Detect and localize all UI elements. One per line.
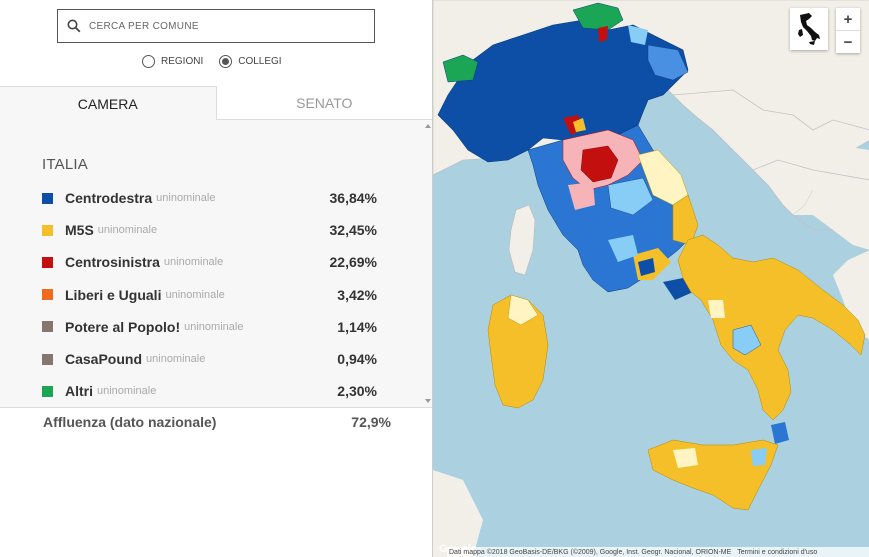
turnout-row: Affluenza (dato nazionale) 72,9% [43, 414, 391, 430]
land-corsica [508, 204, 536, 276]
party-row: Centrosinistra uninominale 22,69% [42, 246, 377, 278]
map-canvas[interactable] [433, 0, 869, 557]
turnout-label: Affluenza (dato nazionale) [43, 414, 217, 430]
area-title: ITALIA [42, 156, 88, 173]
scroll-up-arrow[interactable] [425, 124, 431, 128]
region-bz [598, 26, 608, 42]
party-type: uninominale [163, 256, 224, 269]
region-veneto-lightblue [647, 44, 689, 81]
party-color-swatch [42, 385, 53, 397]
land-africa [433, 470, 483, 557]
region-alps-green [572, 2, 624, 31]
radio-collegi-circle[interactable] [219, 55, 233, 68]
chamber-tabs: CAMERA SENATO [0, 86, 432, 120]
tab-senato[interactable]: SENATO [216, 86, 432, 120]
party-type: uninominale [97, 224, 158, 237]
region-coast-blue [663, 278, 693, 300]
terms-link[interactable]: Termini e condizioni d'uso [737, 548, 818, 556]
region-abruzzo [672, 194, 699, 246]
party-name: Liberi e Uguali [65, 286, 162, 303]
region-napoli-w [708, 300, 725, 318]
zoom-out-button[interactable]: − [843, 33, 853, 51]
search-input[interactable] [87, 19, 351, 33]
party-percentage: 32,45% [329, 222, 377, 239]
party-name: M5S [65, 222, 94, 239]
region-sardinia-north [507, 294, 539, 326]
party-name: CasaPound [65, 351, 143, 368]
region-centre-lightblue [607, 177, 654, 216]
search-box[interactable] [57, 9, 375, 43]
party-color-swatch [42, 224, 53, 236]
region-aosta [442, 54, 479, 83]
party-percentage: 1,14% [337, 318, 377, 335]
party-row: Centrodestra uninominale 36,84% [42, 182, 377, 214]
party-row: Potere al Popolo! uninominale 1,14% [42, 311, 377, 343]
country-borders [672, 89, 869, 231]
party-type: uninominale [97, 385, 157, 398]
region-lazio-lb [608, 235, 638, 262]
party-color-swatch [42, 353, 53, 365]
land-balkans-3 [833, 250, 869, 340]
zoom-controls: + − [836, 8, 860, 53]
results-list-panel: ITALIA Centrodestra uninominale 36,84% M5S u… [0, 120, 432, 407]
region-south-lb [732, 324, 762, 356]
party-type: uninominale [146, 353, 206, 366]
party-type: uninominale [184, 320, 244, 333]
attribution-text: Dati mappa ©2018 GeoBasis-DE/BKG (©2009)… [449, 548, 732, 556]
party-row: Altri uninominale 2,30% [42, 375, 377, 407]
party-color-swatch [42, 289, 53, 301]
radio-regioni-circle[interactable] [142, 55, 155, 68]
election-map[interactable]: + − Google Dati mappa ©2018 GeoBasis-DE/… [432, 0, 869, 557]
scroll-down-arrow[interactable] [425, 399, 431, 403]
party-row: M5S uninominale 32,45% [42, 214, 377, 246]
party-name: Potere al Popolo! [65, 318, 181, 335]
party-name: Centrodestra [65, 190, 153, 207]
party-percentage: 2,30% [337, 383, 377, 400]
region-pink-2 [568, 182, 595, 210]
radio-collegi-label: COLLEGI [238, 56, 282, 67]
party-color-swatch [42, 256, 53, 268]
radio-collegi[interactable]: COLLEGI [219, 55, 282, 68]
party-row: Liberi e Uguali uninominale 3,42% [42, 279, 377, 311]
zoom-in-button[interactable]: + [836, 8, 860, 31]
party-percentage: 0,94% [337, 351, 377, 368]
region-cusp [628, 25, 648, 45]
turnout-value: 72,9% [351, 414, 391, 430]
region-mn [573, 118, 586, 132]
region-south [677, 234, 866, 421]
view-mode-toggle: REGIONI COLLEGI [142, 55, 282, 68]
reset-italy-button[interactable] [790, 8, 828, 50]
radio-regioni-label: REGIONI [161, 56, 204, 67]
party-results-list: Centrodestra uninominale 36,84% M5S uninomin… [42, 182, 377, 407]
land-balkans-2 [733, 145, 869, 250]
party-type: uninominale [156, 192, 216, 205]
italy-icon [798, 13, 820, 45]
region-sicily-lb [751, 448, 767, 466]
party-type: uninominale [165, 288, 225, 301]
region-rome-blue [638, 258, 655, 276]
party-percentage: 3,42% [337, 286, 377, 303]
scrollbar[interactable] [424, 120, 432, 407]
results-panel: REGIONI COLLEGI CAMERA SENATO ITALIA Cen… [0, 0, 432, 557]
region-sicily-w [673, 448, 698, 468]
radio-selected-dot [222, 58, 230, 65]
party-color-swatch [42, 192, 53, 204]
radio-regioni[interactable]: REGIONI [142, 55, 203, 68]
tab-camera[interactable]: CAMERA [0, 86, 217, 120]
map-attribution: Dati mappa ©2018 GeoBasis-DE/BKG (©2009)… [447, 547, 869, 557]
party-percentage: 22,69% [329, 254, 377, 271]
region-calabria-blue [771, 422, 789, 444]
region-florence-red [580, 145, 619, 183]
search-icon [67, 19, 81, 33]
party-name: Centrosinistra [65, 254, 160, 271]
party-color-swatch [42, 321, 53, 333]
party-name: Altri [65, 383, 93, 400]
party-row: CasaPound uninominale 0,94% [42, 343, 377, 375]
divider [0, 407, 432, 408]
party-percentage: 36,84% [329, 190, 377, 207]
